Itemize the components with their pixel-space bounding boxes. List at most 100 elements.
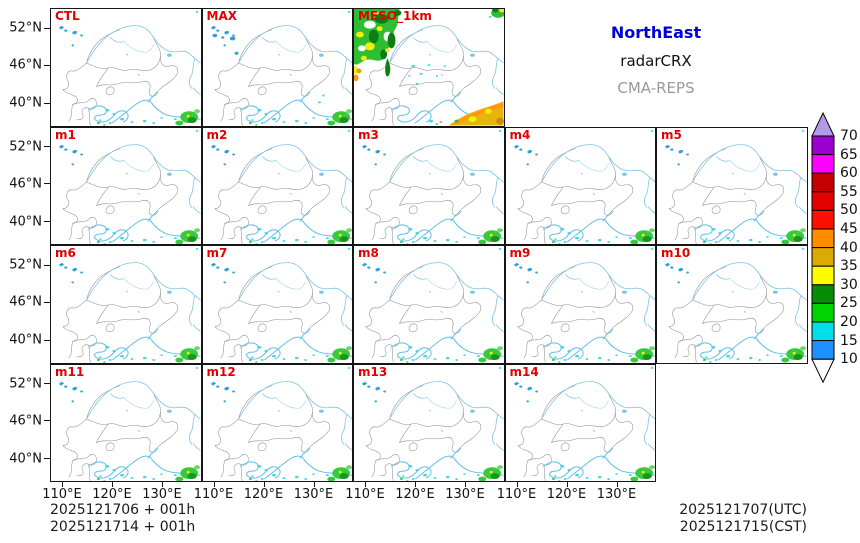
lat-label: 52°N bbox=[9, 20, 42, 36]
basemap-layer bbox=[668, 143, 807, 244]
panel-m5: m5 bbox=[656, 126, 808, 245]
map-m2 bbox=[210, 129, 352, 244]
lat-tick bbox=[44, 221, 50, 223]
panel-label: m11 bbox=[55, 364, 85, 379]
colorbar-segment bbox=[811, 154, 835, 174]
lat-label: 46°N bbox=[9, 413, 42, 428]
region-title: NorthEast bbox=[610, 23, 702, 42]
colorbar-segment bbox=[811, 265, 835, 286]
panel-label: m13 bbox=[358, 364, 388, 379]
colorbar-tick-label: 10 bbox=[840, 351, 858, 368]
colorbar-segment bbox=[811, 321, 835, 342]
valid-time-block: 2025121707(UTC) 2025121715(CST) bbox=[597, 502, 807, 536]
lat-label: 52°N bbox=[9, 257, 42, 273]
panel-CTL: CTL bbox=[50, 8, 202, 127]
basemap-layer bbox=[62, 262, 201, 363]
map-m13 bbox=[361, 366, 504, 481]
lon-tick bbox=[162, 482, 164, 487]
basemap-layer bbox=[365, 380, 504, 481]
map-m1 bbox=[58, 129, 201, 244]
panel-m1: m1 bbox=[50, 126, 202, 245]
map-m3 bbox=[361, 129, 504, 244]
basemap-layer bbox=[62, 143, 201, 244]
panel-label: m1 bbox=[55, 127, 76, 142]
product-title: radarCRX bbox=[620, 52, 692, 70]
lat-tick bbox=[44, 102, 50, 104]
lat-label: 52°N bbox=[9, 139, 42, 154]
panel-label: m6 bbox=[55, 246, 76, 260]
lat-tick bbox=[44, 383, 50, 385]
panel-label: m10 bbox=[661, 246, 691, 260]
colorbar-segment bbox=[811, 247, 835, 267]
map-m12 bbox=[210, 366, 352, 481]
lat-label: 46°N bbox=[9, 294, 42, 310]
lat-label: 40°N bbox=[9, 451, 42, 466]
colorbar-tick-label: 15 bbox=[840, 332, 858, 349]
panel-label: m5 bbox=[661, 127, 682, 142]
colorbar-tick-label: 50 bbox=[840, 202, 858, 219]
map-m5 bbox=[664, 129, 807, 244]
panel-m12: m12 bbox=[201, 363, 353, 482]
panel-m7: m7 bbox=[201, 245, 353, 364]
colorbar-tick-label: 35 bbox=[840, 258, 858, 275]
colorbar-segment bbox=[811, 302, 835, 323]
lon-tick bbox=[62, 482, 64, 487]
lon-label: 110°E bbox=[193, 487, 234, 502]
panel-m9: m9 bbox=[504, 245, 656, 364]
lon-label: 110°E bbox=[42, 487, 82, 502]
lat-label: 46°N bbox=[9, 176, 42, 191]
basemap-layer bbox=[213, 380, 352, 481]
colorbar-arrow-bottom bbox=[811, 358, 835, 384]
panel-label: m9 bbox=[509, 246, 531, 260]
colorbar-segment bbox=[811, 284, 835, 304]
panel-label: m7 bbox=[206, 246, 228, 260]
basemap-layer bbox=[516, 380, 655, 481]
basemap-layer bbox=[213, 25, 352, 126]
basemap-layer bbox=[213, 143, 352, 244]
lon-label: 110°E bbox=[496, 487, 537, 502]
lon-tick bbox=[213, 482, 215, 487]
panel-label: m3 bbox=[358, 127, 379, 142]
panel-m13: m13 bbox=[353, 363, 505, 482]
lat-tick bbox=[44, 301, 50, 303]
basemap-layer bbox=[365, 143, 504, 244]
lat-label: 40°N bbox=[9, 332, 42, 348]
colorbar-tick-label: 60 bbox=[840, 165, 858, 182]
lon-tick bbox=[566, 482, 568, 487]
lon-label: 130°E bbox=[596, 487, 637, 502]
map-m14 bbox=[513, 366, 655, 481]
lon-tick bbox=[516, 482, 518, 487]
lat-label: 46°N bbox=[9, 57, 42, 73]
lon-label: 120°E bbox=[546, 487, 587, 502]
panel-m6: m6 bbox=[50, 245, 202, 364]
basemap-layer bbox=[62, 380, 201, 481]
colorbar-tick-label: 25 bbox=[840, 295, 858, 312]
basemap-layer bbox=[516, 262, 655, 363]
map-m7 bbox=[210, 247, 352, 363]
colorbar-segment bbox=[811, 340, 835, 360]
map-m6 bbox=[58, 247, 201, 363]
basemap-layer bbox=[213, 262, 352, 363]
lon-tick bbox=[263, 482, 265, 487]
colorbar-tick-label: 55 bbox=[840, 183, 858, 200]
lat-tick bbox=[44, 146, 50, 148]
lat-label: 52°N bbox=[9, 376, 42, 391]
panel-MESO_1km: MESO_1km bbox=[353, 8, 505, 127]
map-m9 bbox=[513, 247, 655, 363]
lon-label: 130°E bbox=[293, 487, 334, 502]
panel-m3: m3 bbox=[353, 126, 505, 245]
lat-tick bbox=[44, 183, 50, 185]
valid-time-utc: 2025121707(UTC) bbox=[679, 502, 807, 518]
lat-label: 40°N bbox=[9, 95, 42, 111]
basemap-layer bbox=[62, 25, 201, 126]
lon-tick bbox=[415, 482, 417, 487]
panel-label: m2 bbox=[206, 127, 228, 142]
basemap-layer bbox=[516, 143, 655, 244]
map-m10 bbox=[664, 247, 807, 363]
init-time-cst: 2025121714 + 001h bbox=[50, 519, 196, 535]
lon-label: 120°E bbox=[243, 487, 284, 502]
lat-tick bbox=[44, 420, 50, 422]
basemap-layer bbox=[668, 262, 807, 363]
panel-m14: m14 bbox=[504, 363, 656, 482]
